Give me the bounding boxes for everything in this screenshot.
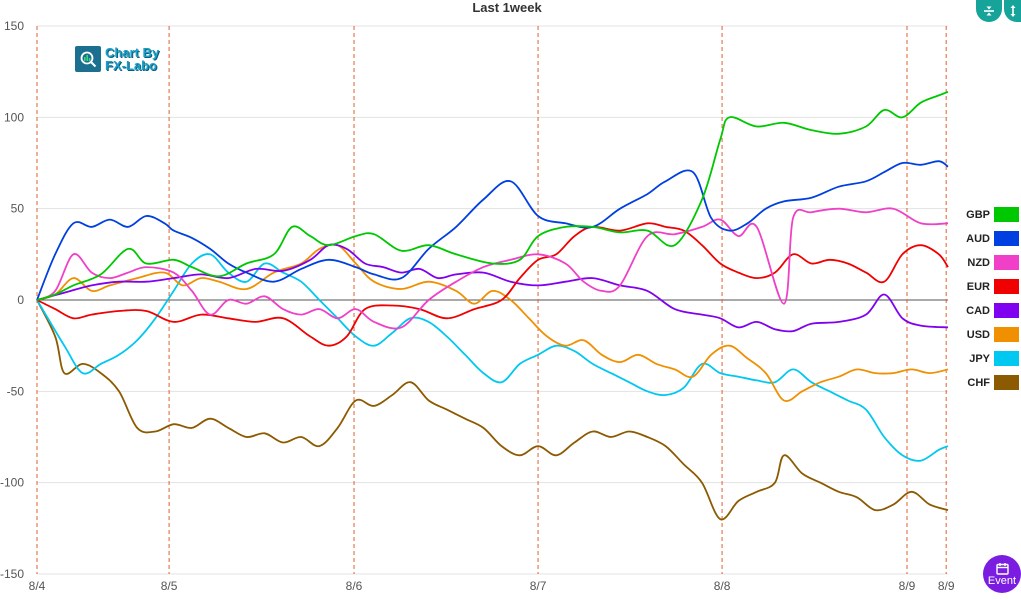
- y-tick-label: 50: [11, 202, 25, 216]
- legend-label-nzd: NZD: [967, 257, 990, 269]
- chart-by-fxlabo-logo: Chart By FX-Labo: [75, 46, 159, 72]
- x-tick-label: 8/6: [346, 579, 363, 593]
- y-tick-label: -100: [0, 476, 24, 490]
- x-tick-label: 8/9: [899, 579, 916, 593]
- legend-label-cad: CAD: [966, 305, 990, 317]
- event-button[interactable]: Event: [983, 555, 1021, 593]
- x-tick-label: 8/7: [530, 579, 547, 593]
- legend-label-aud: AUD: [966, 233, 990, 245]
- legend-label-jpy: JPY: [969, 353, 990, 365]
- event-label: Event: [987, 574, 1017, 587]
- calendar-icon: [995, 562, 1009, 575]
- legend-swatch-eur[interactable]: [994, 279, 1019, 294]
- legend-label-usd: USD: [967, 329, 990, 341]
- legend-swatch-usd[interactable]: [994, 327, 1019, 342]
- chart-title: Last 1week: [472, 0, 542, 15]
- series-line-nzd: [36, 207, 949, 330]
- compress-icon: [984, 6, 994, 16]
- x-tick-label: 8/4: [29, 579, 46, 593]
- magnifier-chart-icon: [75, 46, 101, 72]
- legend-label-chf: CHF: [967, 377, 990, 389]
- logo-line1: Chart By: [105, 45, 160, 60]
- compress-button[interactable]: [976, 0, 1002, 22]
- x-tick-label: 8/9: [938, 579, 955, 593]
- y-tick-label: -50: [7, 384, 25, 398]
- legend-swatch-cad[interactable]: [994, 303, 1019, 318]
- series-line-cad: [36, 243, 949, 333]
- legend-label-gbp: GBP: [966, 209, 990, 221]
- legend-swatch-jpy[interactable]: [994, 351, 1019, 366]
- y-tick-label: 150: [4, 19, 24, 33]
- y-tick-label: 100: [4, 110, 24, 124]
- series-line-gbp: [36, 90, 949, 301]
- axis-ticks: 150 100 50 0 -50 -100 -150 8/4 8/5 8/6 8/7 8/8 8/9 8/…: [0, 19, 955, 593]
- x-tick-label: 8/8: [714, 579, 731, 593]
- y-tick-label: -150: [0, 567, 24, 581]
- legend-label-eur: EUR: [967, 281, 990, 293]
- grid: [36, 25, 948, 575]
- legend-swatch-chf[interactable]: [994, 375, 1019, 390]
- series-lines: [36, 90, 949, 521]
- y-tick-label: 0: [17, 293, 24, 307]
- series-line-jpy: [36, 253, 949, 462]
- series-line-eur: [36, 222, 949, 347]
- legend-swatch-nzd[interactable]: [994, 255, 1019, 270]
- expand-button[interactable]: [1004, 0, 1021, 22]
- series-line-chf: [36, 299, 949, 521]
- series-line-aud: [36, 160, 949, 301]
- legend-swatch-gbp[interactable]: [994, 207, 1019, 222]
- legend-swatch-aud[interactable]: [994, 231, 1019, 246]
- expand-icon: [1010, 5, 1015, 17]
- logo-line2: FX-Labo: [105, 58, 157, 73]
- series-line-usd: [36, 243, 949, 402]
- x-tick-label: 8/5: [161, 579, 178, 593]
- legend: GBP AUD NZD EUR CAD USD JPY CHF: [966, 207, 1019, 390]
